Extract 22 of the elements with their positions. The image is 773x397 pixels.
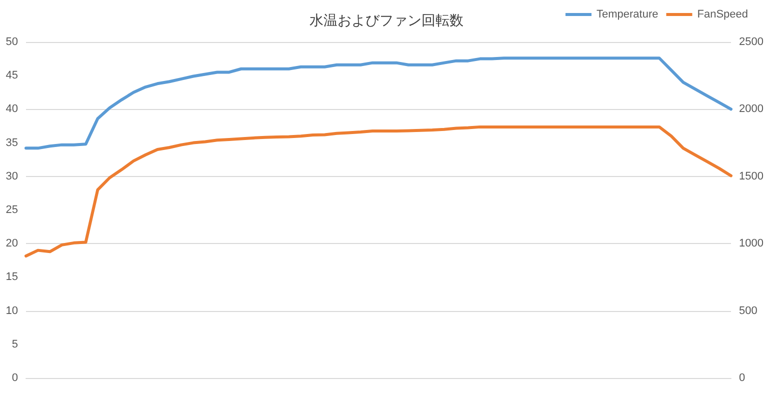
legend-label: Temperature [596, 8, 658, 20]
y2-tick-label: 500 [739, 304, 758, 317]
y-tick-label: 20 [6, 238, 18, 250]
chart-title: 水温およびファン回転数 [310, 12, 464, 28]
y-tick-label: 50 [6, 36, 18, 48]
line-series [24, 125, 732, 258]
y-tick-label: 35 [6, 136, 18, 149]
y2-tick-label: 0 [739, 372, 746, 384]
legend-label: FanSpeed [697, 8, 748, 20]
y-tick-label: 25 [6, 204, 18, 216]
y-tick-label: 45 [6, 70, 18, 82]
line-series [24, 56, 732, 150]
y-tick-label: 40 [6, 103, 18, 116]
y2-tick-label: 1500 [739, 170, 764, 182]
y2-tick-label: 1000 [739, 238, 764, 250]
y-tick-label: 15 [6, 271, 18, 284]
y2-tick-label: 2000 [739, 103, 764, 116]
y2-tick-label: 2500 [739, 36, 764, 48]
y-tick-label: 5 [12, 338, 18, 350]
y-tick-label: 10 [6, 304, 18, 317]
y-tick-label: 0 [12, 372, 18, 384]
y-tick-label: 30 [6, 170, 18, 182]
